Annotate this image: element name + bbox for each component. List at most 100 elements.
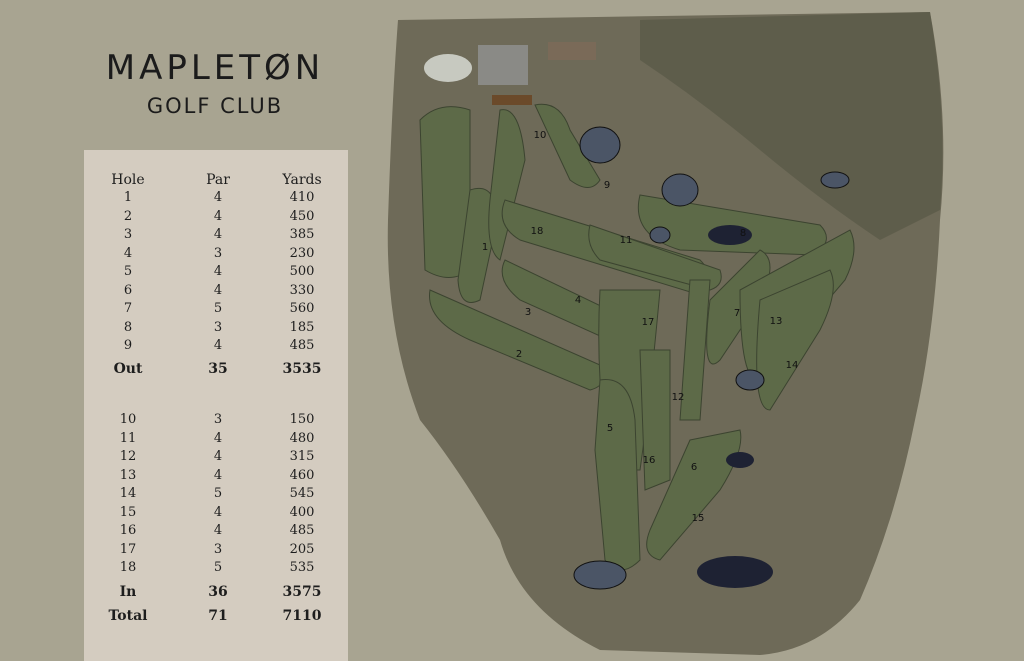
hole-number-label: 4: [575, 295, 581, 306]
hole-number-label: 12: [672, 392, 685, 403]
pond: [697, 556, 773, 588]
hole-number-label: 5: [607, 423, 613, 434]
table-cell: 450: [289, 208, 315, 224]
table-cell: 545: [289, 486, 315, 501]
table-row: 6 4 330: [84, 283, 348, 301]
table-cell: 230: [289, 245, 315, 261]
table-row: 7 5 560: [84, 301, 348, 319]
header-yards: Yards: [282, 172, 322, 188]
table-cell: 500: [289, 264, 315, 279]
table-cell: 6: [123, 282, 133, 298]
table-row: 4 3 230: [84, 246, 348, 264]
scorecard-table: Hole Par Yards 1 4 410 2 4 450 3 4 385 4 3 230 5 4 500…: [84, 150, 348, 661]
pond: [726, 452, 754, 468]
table-cell: 5: [213, 486, 223, 501]
table-cell: 1: [123, 190, 133, 205]
table-cell: 3: [123, 227, 133, 242]
table-cell: 560: [289, 301, 315, 316]
table-row: 8 3 185: [84, 320, 348, 338]
table-cell: 150: [289, 412, 315, 427]
table-cell: 11: [119, 430, 137, 446]
table-row: 9 4 485: [84, 338, 348, 356]
table-cell: 4: [213, 467, 223, 483]
pond: [708, 225, 752, 245]
table-cell: 400: [289, 504, 315, 520]
summary-row: Total 71 7110: [84, 608, 348, 626]
table-row: 1 4 410: [84, 190, 348, 208]
hole-number-label: 3: [525, 307, 531, 318]
table-row: 18 5 535: [84, 560, 348, 578]
table-cell: 18: [119, 560, 137, 575]
table-row: 2 4 450: [84, 209, 348, 227]
hole-number-label: 10: [534, 130, 547, 141]
hole-number-label: 11: [620, 235, 633, 246]
table-row: 15 4 400: [84, 505, 348, 523]
club-name: MAPLETØN: [105, 48, 325, 88]
table-cell: 8: [123, 319, 133, 335]
table-row: 11 4 480: [84, 431, 348, 449]
table-cell: 4: [213, 208, 223, 224]
table-cell: 10: [119, 412, 137, 427]
table-cell: 410: [289, 190, 315, 205]
table-header: Hole Par Yards: [84, 172, 348, 190]
table-cell: 460: [289, 467, 315, 483]
summary-row: Out 35 3535: [84, 361, 348, 379]
table-cell: 5: [213, 560, 223, 575]
table-cell: 480: [289, 430, 315, 446]
club-subtitle: GOLF CLUB: [146, 94, 284, 118]
table-cell: 485: [289, 523, 315, 538]
table-cell: Out: [113, 361, 143, 377]
table-cell: 4: [213, 430, 223, 446]
table-cell: 4: [123, 245, 133, 261]
table-row: 16 4 485: [84, 523, 348, 541]
table-cell: 4: [213, 282, 223, 298]
table-cell: 535: [289, 560, 315, 575]
table-row: 3 4 385: [84, 227, 348, 245]
table-cell: Total: [108, 608, 148, 624]
fairways: [419, 103, 855, 571]
woods-area: [640, 12, 943, 240]
table-cell: 330: [289, 282, 315, 298]
hole-number-label: 1: [482, 242, 488, 253]
table-cell: In: [119, 584, 137, 600]
table-cell: 4: [213, 449, 223, 464]
table-row: 10 3 150: [84, 412, 348, 430]
hole-number-label: 6: [691, 462, 697, 473]
hole-number-label: 13: [770, 316, 783, 327]
table-cell: 71: [208, 608, 228, 624]
table-cell: 385: [289, 227, 315, 242]
hole-number-label: 17: [642, 317, 655, 328]
table-cell: 16: [119, 523, 137, 538]
woods-clusters: [573, 126, 850, 590]
table-cell: 4: [213, 190, 223, 205]
hole-number-label: 16: [643, 455, 656, 466]
table-cell: 35: [208, 361, 228, 377]
table-cell: 14: [119, 486, 137, 501]
table-cell: 12: [119, 449, 137, 464]
club-logo: MAPLETØN GOLF CLUB: [60, 48, 370, 118]
table-row: 12 4 315: [84, 449, 348, 467]
table-cell: 3535: [282, 361, 322, 377]
table-cell: 17: [119, 541, 137, 557]
table-cell: 7110: [282, 608, 322, 624]
table-cell: 4: [213, 227, 223, 242]
header-hole: Hole: [111, 172, 145, 188]
hole-number-label: 18: [531, 226, 544, 237]
table-cell: 5: [123, 264, 133, 279]
table-cell: 3: [213, 319, 223, 335]
hole-number-label: 9: [604, 180, 610, 191]
hole-number-label: 7: [734, 308, 740, 319]
summary-row: In 36 3575: [84, 584, 348, 602]
table-cell: 3: [213, 245, 223, 261]
table-cell: 36: [208, 584, 228, 600]
table-cell: 205: [289, 541, 315, 557]
table-cell: 3: [213, 541, 223, 557]
table-cell: 7: [123, 301, 133, 316]
header-par: Par: [206, 172, 230, 188]
table-cell: 4: [213, 504, 223, 520]
table-cell: 185: [289, 319, 315, 335]
table-row: 5 4 500: [84, 264, 348, 282]
table-row: 13 4 460: [84, 468, 348, 486]
